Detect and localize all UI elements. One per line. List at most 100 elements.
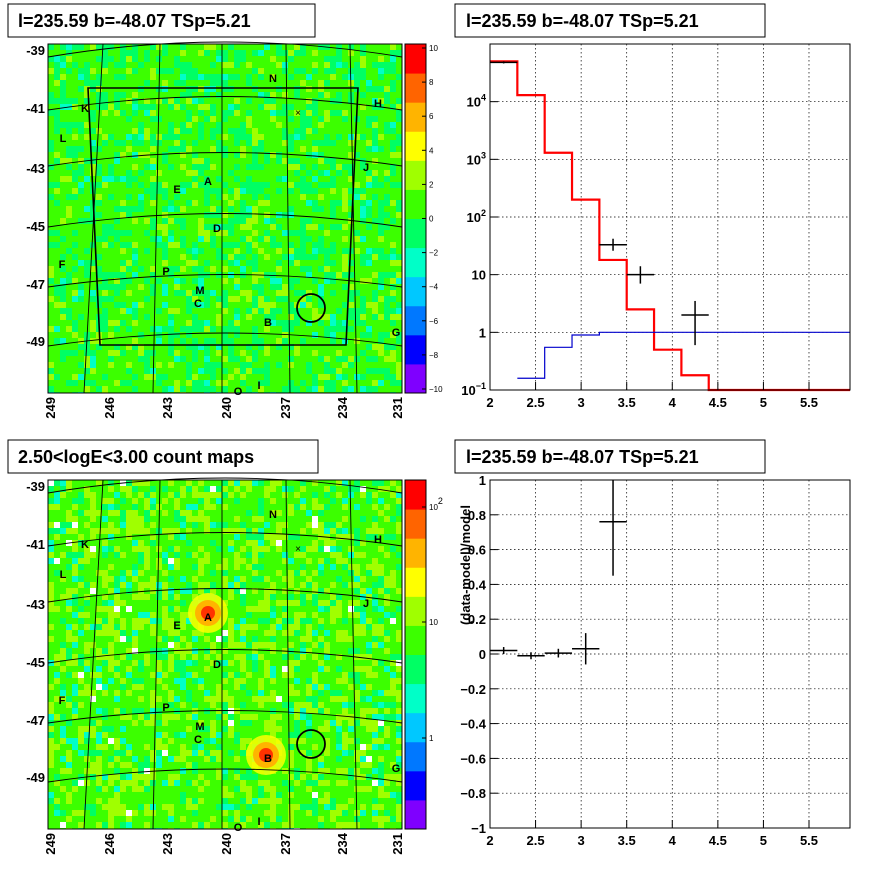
map-pixel [120, 516, 126, 522]
latitude-line [47, 41, 403, 58]
map-pixel [186, 158, 192, 164]
map-pixel [126, 50, 132, 56]
map-pixel [306, 146, 312, 152]
map-pixel [96, 606, 102, 612]
map-pixel [114, 68, 120, 74]
map-pixel [276, 522, 282, 528]
map-pixel [342, 284, 348, 290]
map-pixel [234, 224, 240, 230]
map-pixel [318, 98, 324, 104]
map-pixel [312, 588, 318, 594]
map-pixel [312, 146, 318, 152]
colorbar-label: 6 [429, 112, 434, 121]
map-pixel [198, 504, 204, 510]
map-pixel [102, 332, 108, 338]
map-pixel [372, 594, 378, 600]
map-pixel [192, 522, 198, 528]
map-pixel [312, 522, 318, 528]
map-pixel [252, 540, 258, 546]
map-pixel [360, 86, 366, 92]
map-pixel [216, 362, 222, 368]
map-pixel [270, 296, 276, 302]
map-pixel [288, 260, 294, 266]
colorbar-label: 8 [429, 78, 434, 87]
map-pixel [234, 368, 240, 374]
map-pixel [60, 104, 66, 110]
map-pixel [222, 110, 228, 116]
map-pixel [60, 254, 66, 260]
map-pixel [210, 380, 216, 386]
map-pixel [192, 510, 198, 516]
map-pixel [210, 128, 216, 134]
map-pixel [132, 600, 138, 606]
map-pixel [258, 146, 264, 152]
map-pixel [306, 338, 312, 344]
map-pixel [396, 374, 402, 380]
map-pixel [138, 176, 144, 182]
map-pixel [48, 158, 54, 164]
map-pixel [324, 146, 330, 152]
map-pixel [312, 212, 318, 218]
map-pixel [270, 80, 276, 86]
map-pixel [48, 540, 54, 546]
map-pixel [198, 182, 204, 188]
map-pixel [126, 212, 132, 218]
map-pixel [210, 116, 216, 122]
map-pixel [66, 314, 72, 320]
map-pixel [150, 612, 156, 618]
map-pixel [204, 44, 210, 50]
map-pixel [84, 248, 90, 254]
map-pixel [396, 254, 402, 260]
x-tick-label: 249 [43, 397, 58, 419]
map-pixel [180, 290, 186, 296]
map-pixel [258, 498, 264, 504]
map-pixel [234, 356, 240, 362]
map-pixel [114, 182, 120, 188]
map-pixel [360, 254, 366, 260]
map-pixel [258, 564, 264, 570]
map-pixel [354, 564, 360, 570]
map-pixel [126, 492, 132, 498]
map-pixel [258, 326, 264, 332]
map-pixel [252, 230, 258, 236]
map-pixel [210, 104, 216, 110]
map-pixel [180, 182, 186, 188]
map-pixel [210, 86, 216, 92]
map-pixel [132, 86, 138, 92]
map-pixel [114, 326, 120, 332]
map-pixel [114, 236, 120, 242]
map-pixel [96, 146, 102, 152]
map-pixel [264, 606, 270, 612]
map-pixel [156, 564, 162, 570]
map-pixel [264, 278, 270, 284]
map-pixel [204, 540, 210, 546]
map-pixel [306, 140, 312, 146]
map-pixel [390, 290, 396, 296]
map-pixel [228, 362, 234, 368]
map-pixel [336, 68, 342, 74]
map-pixel [342, 164, 348, 170]
map-pixel [366, 140, 372, 146]
map-pixel [270, 104, 276, 110]
map-pixel [252, 236, 258, 242]
map-pixel [396, 206, 402, 212]
map-pixel [132, 164, 138, 170]
map-pixel [60, 582, 66, 588]
map-pixel [132, 56, 138, 62]
map-pixel [348, 362, 354, 368]
map-pixel [360, 504, 366, 510]
map-pixel [390, 140, 396, 146]
map-pixel [240, 386, 246, 392]
map-pixel [318, 278, 324, 284]
map-pixel [84, 302, 90, 308]
map-pixel [114, 92, 120, 98]
map-pixel [192, 492, 198, 498]
map-pixel [354, 146, 360, 152]
map-pixel [216, 504, 222, 510]
map-pixel [210, 552, 216, 558]
map-pixel [270, 374, 276, 380]
map-pixel [300, 182, 306, 188]
map-pixel [294, 68, 300, 74]
map-pixel [60, 320, 66, 326]
map-pixel [126, 98, 132, 104]
